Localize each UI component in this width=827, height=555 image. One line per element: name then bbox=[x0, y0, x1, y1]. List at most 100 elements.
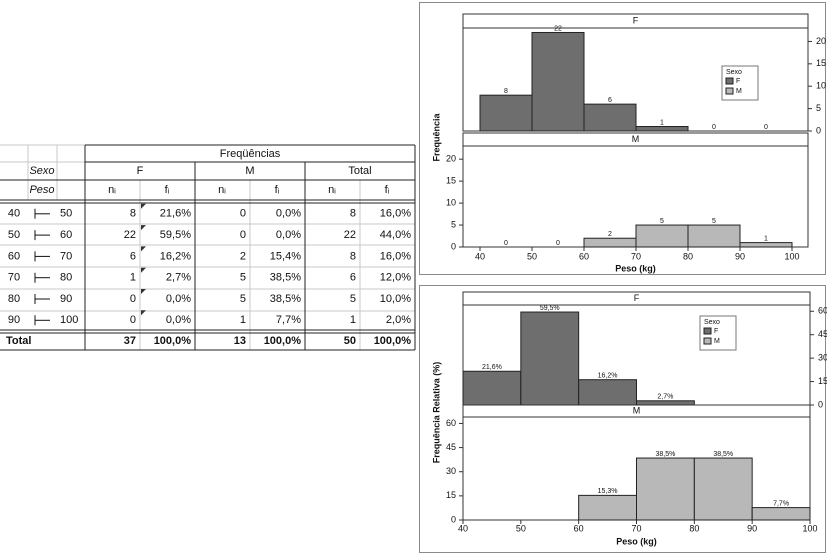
x-tick-label: 60 bbox=[574, 523, 584, 533]
bar bbox=[635, 224, 689, 248]
total-label: Total bbox=[6, 335, 31, 347]
table-cell: 6 bbox=[350, 272, 356, 284]
total-cell: 100,0% bbox=[154, 335, 192, 347]
group-header: M bbox=[245, 165, 254, 177]
legend-entry: F bbox=[736, 78, 740, 85]
y-tick-label: 15 bbox=[446, 176, 456, 186]
table-cell: 0 bbox=[130, 293, 136, 305]
x-axis-label: Peso (kg) bbox=[615, 263, 656, 273]
cell-indicator bbox=[141, 289, 146, 294]
table-cell: 38,5% bbox=[270, 272, 301, 284]
row-label: Sexo bbox=[29, 165, 54, 177]
total-cell: 50 bbox=[344, 335, 356, 347]
total-cell: 100,0% bbox=[264, 335, 302, 347]
table-cell: 0 bbox=[240, 208, 246, 220]
y-tick-label: 45 bbox=[818, 329, 827, 339]
legend-title: Sexo bbox=[704, 319, 720, 326]
table-cell: 10,0% bbox=[380, 293, 411, 305]
class-lower: 70 bbox=[8, 272, 20, 284]
y-tick-label: 15 bbox=[816, 58, 826, 68]
data-label: 2 bbox=[608, 231, 612, 238]
y-axis-label: Frequência Relativa (%) bbox=[431, 362, 441, 464]
data-label: 7,7% bbox=[773, 500, 789, 507]
total-cell: 13 bbox=[234, 335, 246, 347]
class-upper: 90 bbox=[60, 293, 72, 305]
y-tick-label: 0 bbox=[816, 125, 821, 135]
table-cell: 2 bbox=[240, 250, 246, 262]
legend-swatch bbox=[703, 337, 712, 345]
data-label: 0 bbox=[556, 240, 560, 247]
bar bbox=[635, 126, 689, 132]
class-upper: 80 bbox=[60, 272, 72, 284]
table-cell: 0,0% bbox=[166, 314, 191, 326]
class-lower: 80 bbox=[8, 293, 20, 305]
y-tick-label: 30 bbox=[818, 353, 827, 363]
x-tick-label: 40 bbox=[458, 523, 468, 533]
bar bbox=[531, 31, 585, 132]
sub-header: fᵢ bbox=[275, 184, 280, 196]
sub-header: nᵢ bbox=[108, 184, 116, 196]
data-label: 1 bbox=[764, 235, 768, 242]
bar bbox=[636, 457, 695, 521]
bar bbox=[462, 370, 522, 406]
class-lower: 60 bbox=[8, 250, 20, 262]
y-tick-label: 30 bbox=[446, 466, 456, 476]
class-upper: 70 bbox=[60, 250, 72, 262]
data-label: 0 bbox=[504, 240, 508, 247]
x-tick-label: 70 bbox=[631, 523, 641, 533]
total-cell: 100,0% bbox=[374, 335, 412, 347]
table-cell: 22 bbox=[124, 229, 136, 241]
data-label: 2,7% bbox=[657, 394, 673, 401]
table-header: Freqüências bbox=[220, 148, 281, 160]
x-tick-label: 100 bbox=[802, 523, 817, 533]
bar bbox=[739, 242, 793, 248]
table-cell: 0,0% bbox=[276, 229, 301, 241]
x-tick-label: 60 bbox=[579, 251, 589, 261]
legend-entry: M bbox=[736, 88, 742, 95]
table-grid bbox=[0, 144, 415, 350]
table-cell: 0 bbox=[240, 229, 246, 241]
group-header: F bbox=[137, 165, 144, 177]
class-upper: 100 bbox=[60, 314, 78, 326]
cell-indicator bbox=[141, 225, 146, 231]
data-label: 5 bbox=[660, 218, 664, 225]
x-tick-label: 100 bbox=[784, 251, 799, 261]
bar bbox=[583, 103, 637, 132]
y-tick-label: 60 bbox=[818, 306, 827, 316]
table-cell: 12,0% bbox=[380, 272, 411, 284]
bar bbox=[693, 457, 753, 521]
data-label: 8 bbox=[504, 88, 508, 95]
table-cell: 59,5% bbox=[160, 229, 191, 241]
legend-swatch bbox=[725, 77, 734, 85]
bar bbox=[520, 311, 580, 406]
data-label: 16,2% bbox=[598, 373, 618, 380]
table-borders bbox=[0, 144, 416, 351]
cell-indicator bbox=[141, 246, 146, 252]
class-lower: 40 bbox=[8, 208, 20, 220]
bar bbox=[687, 224, 741, 248]
table-cell: 8 bbox=[350, 208, 356, 220]
y-tick-label: 5 bbox=[816, 103, 821, 113]
table-cell: 1 bbox=[350, 314, 356, 326]
y-tick-label: 0 bbox=[818, 399, 823, 409]
bar bbox=[636, 400, 695, 406]
table-cell: 16,0% bbox=[380, 208, 411, 220]
table-cell: 8 bbox=[130, 208, 136, 220]
x-tick-label: 50 bbox=[516, 523, 526, 533]
legend-entry: M bbox=[714, 338, 720, 345]
table-cell: 0 bbox=[130, 314, 136, 326]
data-label: 21,6% bbox=[482, 364, 502, 371]
y-tick-label: 15 bbox=[818, 376, 827, 386]
table-cell: 7,7% bbox=[276, 314, 301, 326]
table-cell: 22 bbox=[344, 229, 356, 241]
table-cell: 15,4% bbox=[270, 250, 301, 262]
data-label: 1 bbox=[660, 119, 664, 126]
group-header: Total bbox=[348, 165, 371, 177]
data-label: 22 bbox=[554, 25, 562, 32]
table-cell: 0,0% bbox=[166, 293, 191, 305]
x-tick-label: 40 bbox=[475, 251, 485, 261]
class-lower: 90 bbox=[8, 314, 20, 326]
data-label: 38,5% bbox=[655, 451, 675, 458]
